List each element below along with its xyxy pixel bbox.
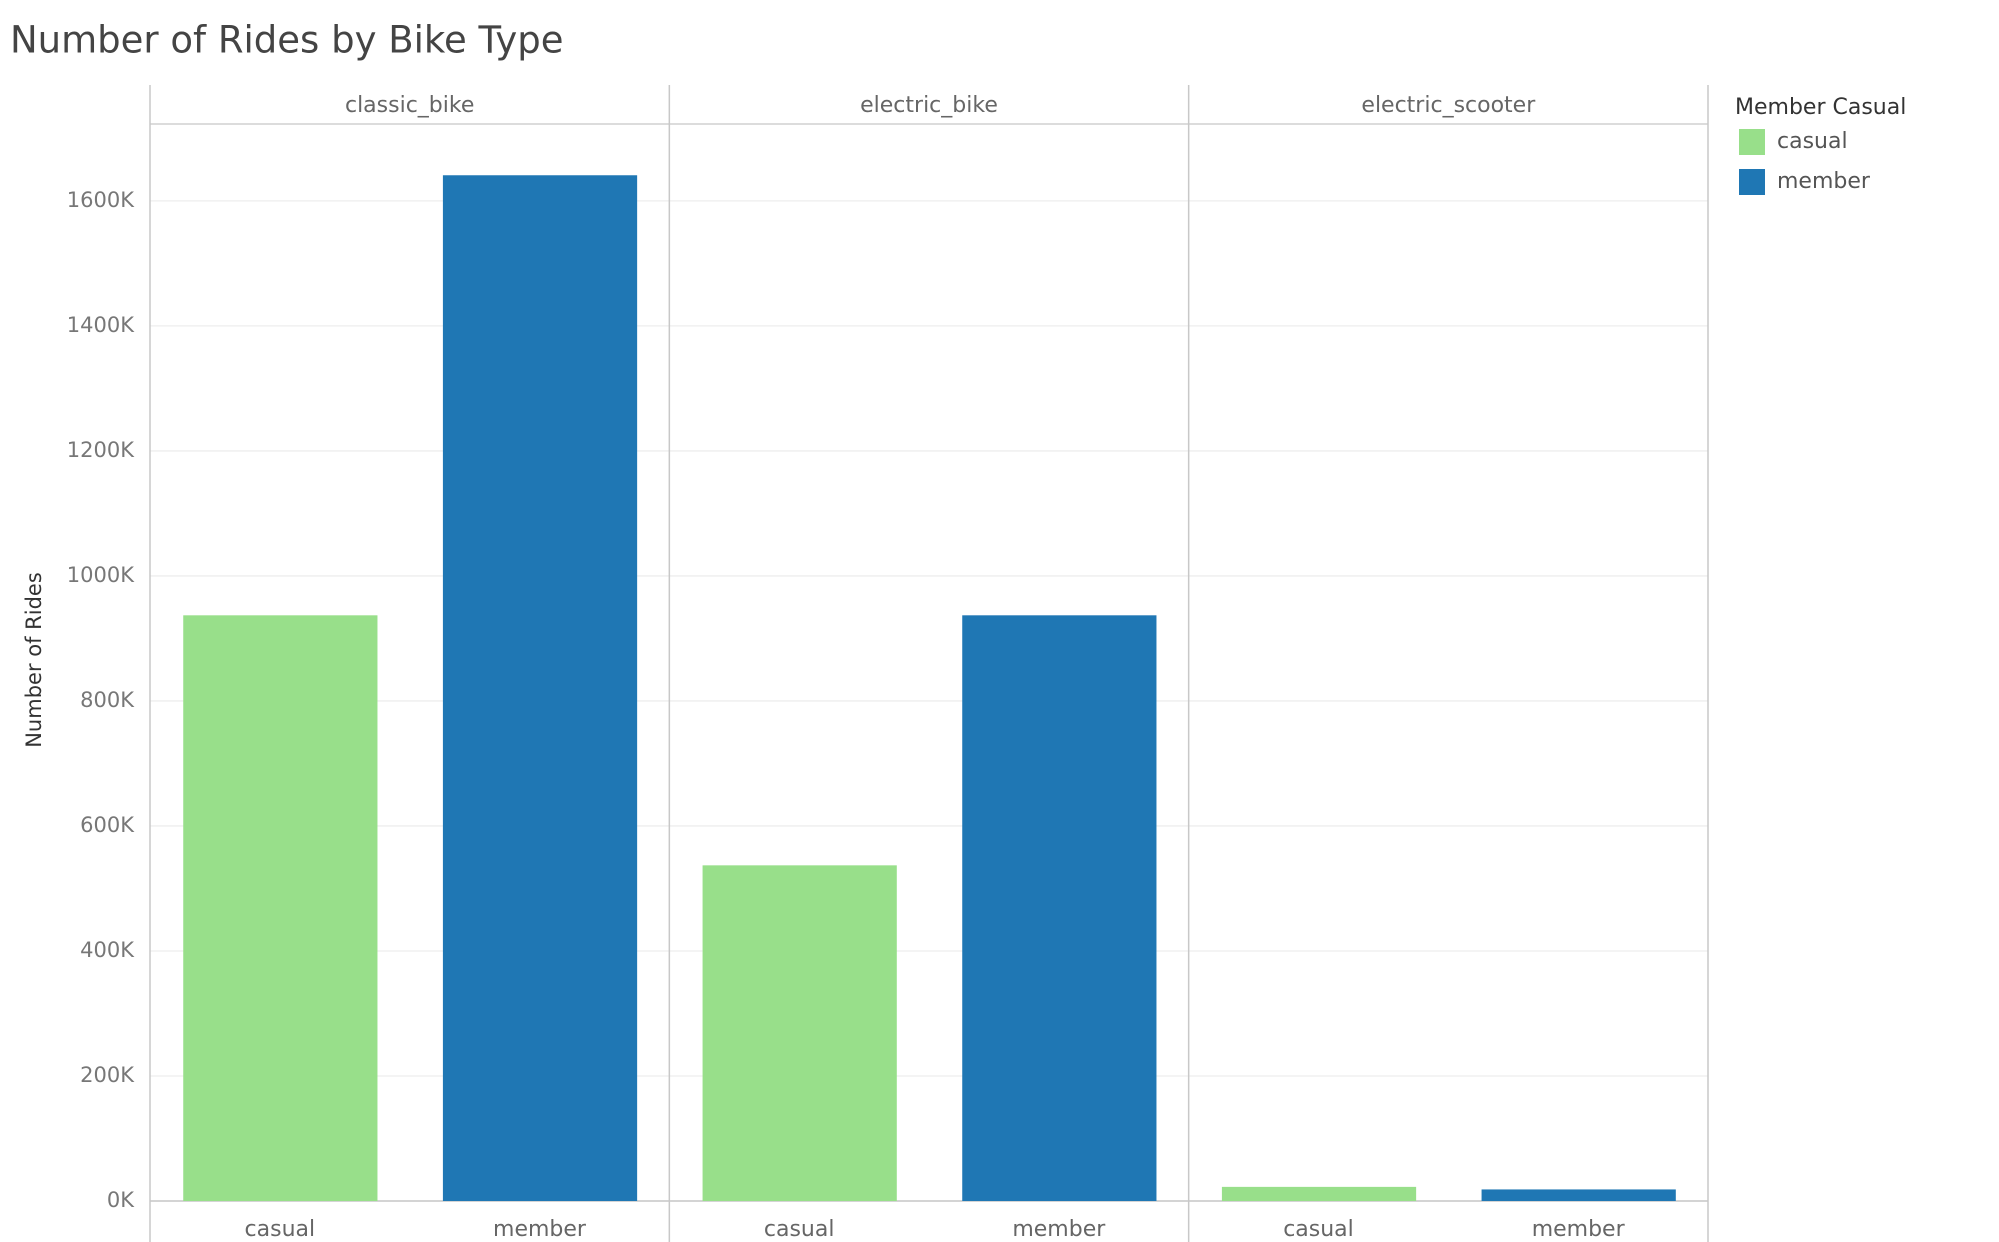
legend-swatch xyxy=(1739,129,1765,155)
legend-label: casual xyxy=(1777,129,1848,154)
facet-header: electric_scooter xyxy=(1361,93,1536,118)
y-tick-label: 1200K xyxy=(67,438,135,462)
y-tick-label: 1000K xyxy=(67,563,135,587)
y-tick-label: 400K xyxy=(80,938,135,962)
facet-header: classic_bike xyxy=(345,93,474,118)
bar xyxy=(183,615,378,1201)
x-tick-label: member xyxy=(1012,1217,1106,1242)
x-tick-label: member xyxy=(1532,1217,1626,1242)
x-tick-label: casual xyxy=(245,1217,316,1242)
bar xyxy=(1481,1189,1676,1201)
bar xyxy=(442,175,638,1201)
y-axis-label: Number of Rides xyxy=(22,572,46,748)
bar xyxy=(962,615,1157,1201)
y-tick-label: 800K xyxy=(80,688,135,712)
x-tick-label: casual xyxy=(1283,1217,1354,1242)
y-tick-label: 0K xyxy=(107,1188,135,1212)
y-tick-label: 600K xyxy=(80,813,135,837)
legend-swatch xyxy=(1739,169,1765,195)
legend-label: member xyxy=(1777,169,1871,194)
legend-title: Member Casual xyxy=(1735,95,1906,120)
bar xyxy=(1221,1186,1417,1201)
bar xyxy=(702,865,897,1201)
y-tick-label: 1600K xyxy=(67,188,135,212)
chart-title: Number of Rides by Bike Type xyxy=(10,19,564,62)
facet-header: electric_bike xyxy=(860,93,998,118)
y-tick-label: 200K xyxy=(80,1063,135,1087)
x-tick-label: member xyxy=(493,1217,587,1242)
x-tick-label: casual xyxy=(764,1217,835,1242)
y-tick-label: 1400K xyxy=(67,313,135,337)
